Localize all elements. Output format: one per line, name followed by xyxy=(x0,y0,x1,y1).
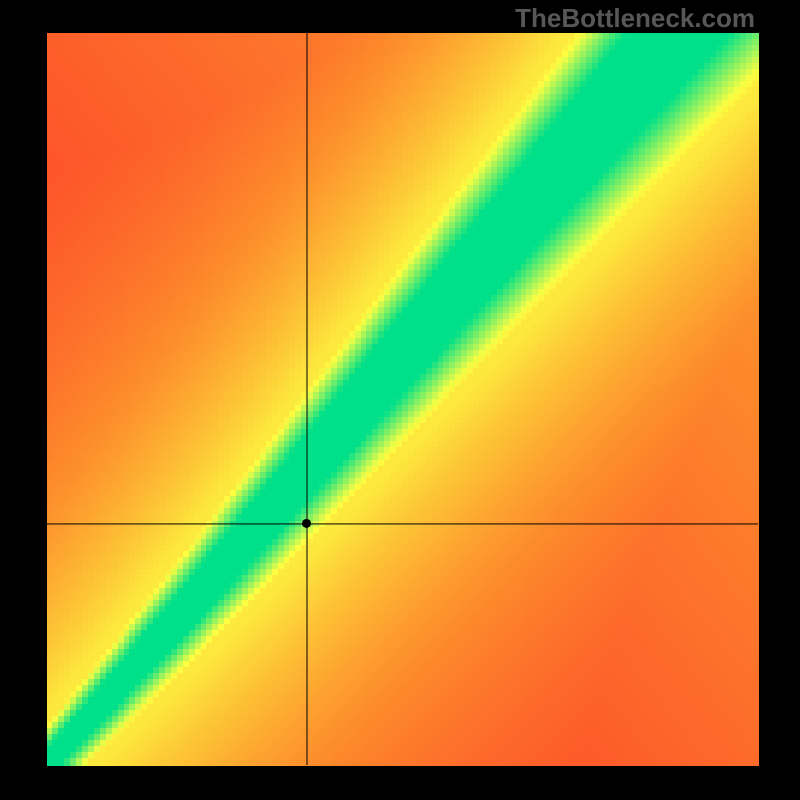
bottleneck-heatmap xyxy=(0,0,800,800)
brand-label: TheBottleneck.com xyxy=(515,3,755,34)
